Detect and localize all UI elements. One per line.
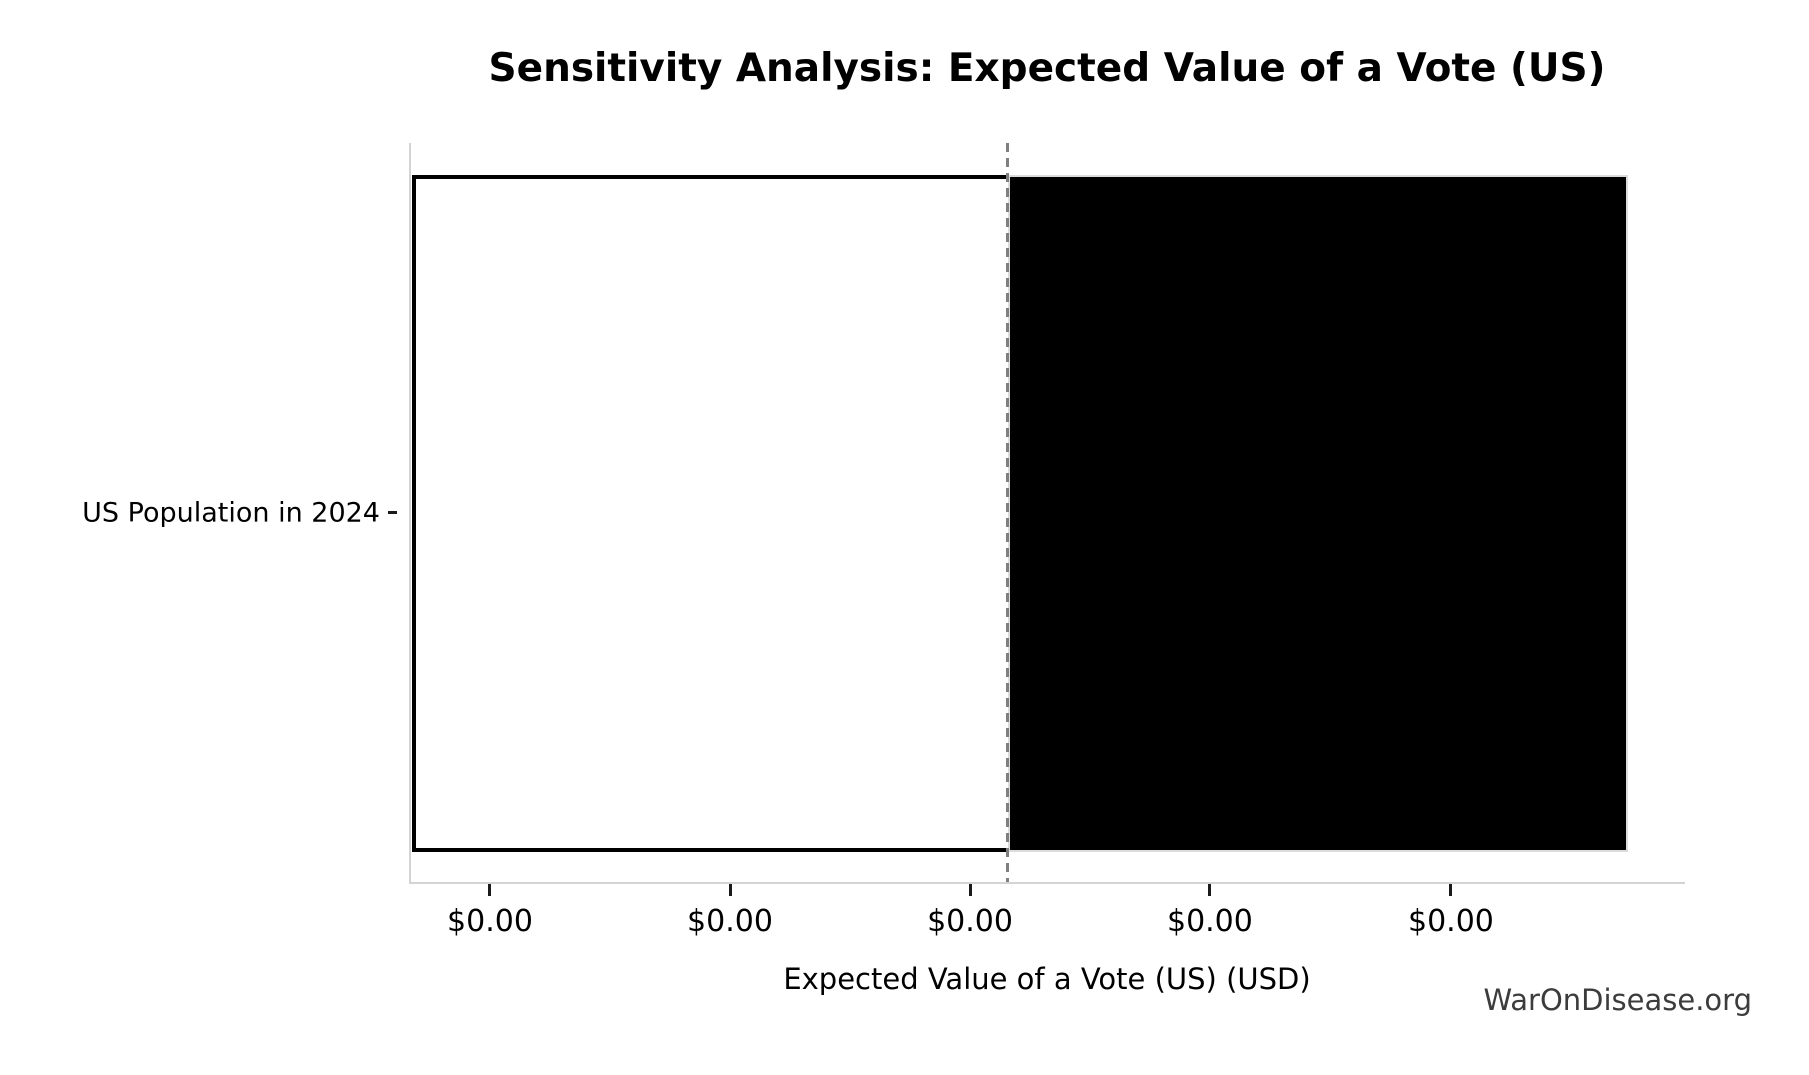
x-tick-label: $0.00 — [1408, 904, 1494, 939]
watermark: WarOnDisease.org — [1483, 983, 1752, 1017]
x-tick-label: $0.00 — [927, 904, 1013, 939]
x-tick-label: $0.00 — [447, 904, 533, 939]
baseline-dashed-line — [1006, 143, 1010, 882]
x-axis-tick-mark — [728, 884, 732, 896]
y-axis-category-label: US Population in 2024 — [82, 497, 380, 528]
x-tick-label: $0.00 — [687, 904, 773, 939]
y-axis-tick-mark — [388, 511, 397, 514]
x-axis-tick-mark — [1449, 884, 1453, 896]
x-tick-label: $0.00 — [1166, 904, 1253, 939]
x-axis-tick-mark — [1208, 884, 1212, 896]
x-axis-title: Expected Value of a Vote (US) (USD) — [783, 962, 1311, 996]
chart-title: Sensitivity Analysis: Expected Value of … — [488, 46, 1606, 91]
x-axis-tick-mark — [488, 884, 492, 896]
bar-segment-high — [1007, 174, 1629, 852]
x-axis-tick-mark — [968, 884, 972, 896]
bar-segment-low — [412, 174, 1008, 852]
plot-area: $0.00 $0.00 $0.00 $0.00 $0.00 US Populat… — [82, 143, 1685, 939]
